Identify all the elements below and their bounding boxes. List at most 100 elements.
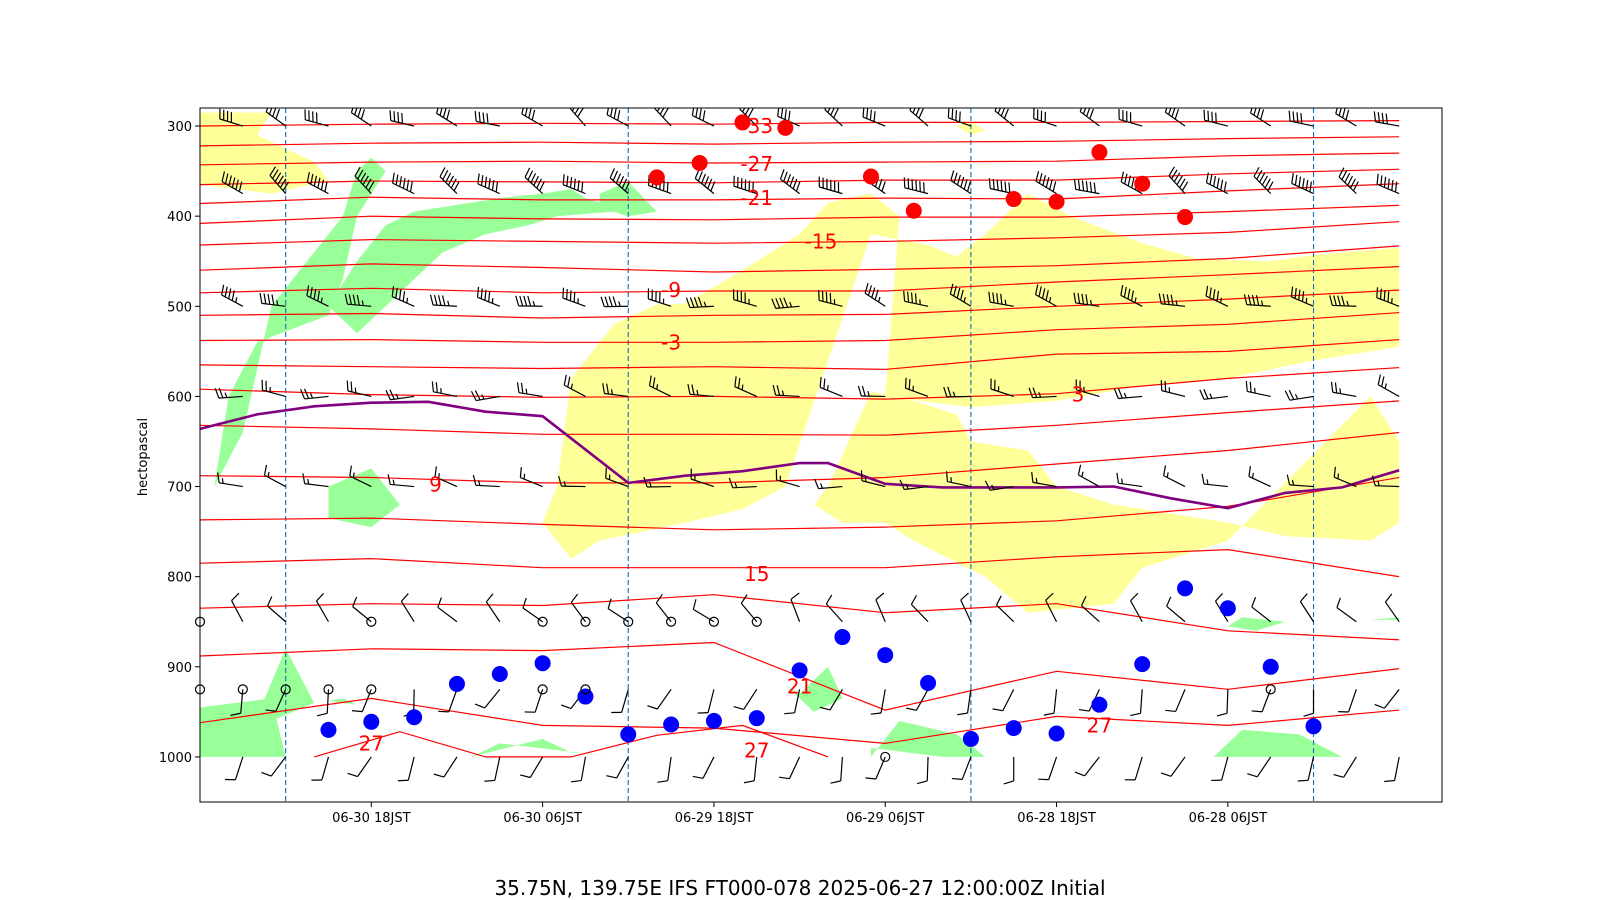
wind-barb	[477, 173, 501, 195]
wind-barb-flag	[1223, 181, 1227, 192]
wind-barb	[988, 291, 1014, 307]
wind-barb-staff	[825, 603, 843, 623]
wind-barb-half-flag	[1121, 478, 1123, 484]
lower-point	[877, 647, 894, 664]
upper-point	[1134, 175, 1151, 192]
wind-barb-flag	[960, 176, 965, 188]
temperature-contour	[200, 400, 1400, 436]
wind-barb-flag	[1127, 175, 1132, 186]
wind-barb-half-flag	[478, 480, 481, 486]
wind-barb	[474, 688, 501, 709]
lower-point	[1091, 696, 1108, 713]
wind-barb-flag	[562, 287, 565, 299]
wind-barb-flag	[830, 780, 841, 784]
cloud-region	[785, 666, 843, 712]
wind-barb-flag	[310, 173, 314, 185]
wind-barb-flag	[823, 378, 826, 389]
wind-barb-staff	[304, 483, 329, 488]
wind-barb	[648, 375, 672, 397]
wind-barb	[1251, 597, 1272, 623]
temperature-contour	[200, 476, 1400, 531]
wind-barb-staff	[200, 620, 201, 622]
wind-barb	[775, 469, 800, 488]
upper-point	[1177, 209, 1194, 226]
wind-barb-flag	[740, 594, 748, 604]
wind-barb	[346, 380, 372, 398]
wind-barb	[1384, 756, 1400, 783]
wind-barb-flag	[1209, 174, 1213, 185]
wind-barb	[870, 689, 886, 715]
lower-point	[320, 721, 337, 738]
wind-barb	[732, 289, 757, 307]
temperature-contour	[314, 724, 829, 758]
wind-barb-flag	[368, 181, 375, 192]
wind-barb-flag	[231, 290, 235, 301]
wind-barb-flag	[795, 181, 801, 192]
wind-barb	[606, 108, 629, 127]
calm-point	[880, 751, 891, 763]
wind-barb-flag	[1256, 169, 1263, 180]
wind-barb-half-flag	[1048, 297, 1052, 303]
wind-barb-flag	[447, 175, 454, 186]
wind-barb-flag	[1381, 376, 1385, 387]
wind-barb-staff	[433, 391, 458, 398]
wind-barb	[302, 473, 329, 488]
wind-barb-flag	[734, 376, 737, 387]
wind-barb-flag	[351, 710, 363, 713]
wind-barb	[1045, 592, 1058, 623]
wind-barb-half-flag	[1294, 393, 1299, 400]
wind-barb-flag	[352, 596, 358, 607]
wind-barb-flag	[1376, 287, 1379, 298]
wind-barb	[391, 172, 415, 195]
wind-barb-flag	[692, 775, 704, 779]
wind-barb	[1329, 295, 1357, 307]
wind-barb-staff	[400, 601, 415, 623]
wind-barb-flag	[488, 291, 491, 302]
wind-barb-flag	[1335, 108, 1338, 114]
wind-barb	[1297, 756, 1315, 782]
wind-barb-flag	[1309, 181, 1312, 193]
wind-barb-flag	[472, 475, 477, 486]
wind-barb-flag	[282, 181, 290, 191]
wind-barb-flag	[786, 173, 791, 185]
y-tick-label: 500	[167, 300, 192, 315]
wind-barb-flag	[175, 179, 176, 189]
wind-barb-flag	[1089, 108, 1094, 120]
wind-barb	[945, 471, 972, 488]
wind-barb-flag	[316, 592, 325, 602]
x-tick-label: 06-30 18JST	[332, 811, 411, 826]
x-tick-label: 06-28 06JST	[1189, 811, 1268, 826]
wind-barb-flag	[354, 166, 361, 177]
wind-barb-flag	[263, 464, 268, 476]
wind-barb-flag	[906, 707, 917, 711]
wind-barb-flag	[918, 108, 924, 119]
wind-barb-flag	[1045, 290, 1049, 301]
wind-barb-staff	[270, 756, 287, 777]
wind-barb	[1201, 473, 1228, 488]
wind-barb-flag	[1377, 112, 1381, 123]
wind-barb-staff	[753, 756, 758, 781]
wind-barb	[779, 169, 801, 195]
wind-barb	[697, 689, 715, 714]
temperature-label: 3	[1072, 383, 1085, 407]
temperature-label: 27	[359, 731, 384, 755]
wind-barb	[1038, 756, 1058, 781]
wind-barb-flag	[191, 109, 195, 119]
wind-barb-staff	[1394, 756, 1400, 781]
wind-barb-flag	[992, 708, 1003, 712]
wind-barb-half-flag	[1175, 300, 1178, 306]
wind-barb-staff	[740, 602, 758, 623]
cloud-region	[1227, 617, 1285, 631]
wind-barb	[692, 756, 715, 779]
lower-point	[663, 716, 680, 733]
wind-barb-flag	[695, 108, 699, 118]
wind-barb-staff	[485, 601, 501, 623]
wind-barb	[439, 167, 460, 195]
wind-barb-flag	[881, 181, 886, 192]
wind-barb-flag	[344, 293, 348, 305]
wind-barb-flag	[228, 288, 232, 299]
wind-barb-half-flag	[1038, 392, 1042, 398]
wind-barb-flag	[524, 108, 528, 117]
wind-barb-flag	[784, 712, 795, 715]
wind-barb	[472, 475, 500, 488]
